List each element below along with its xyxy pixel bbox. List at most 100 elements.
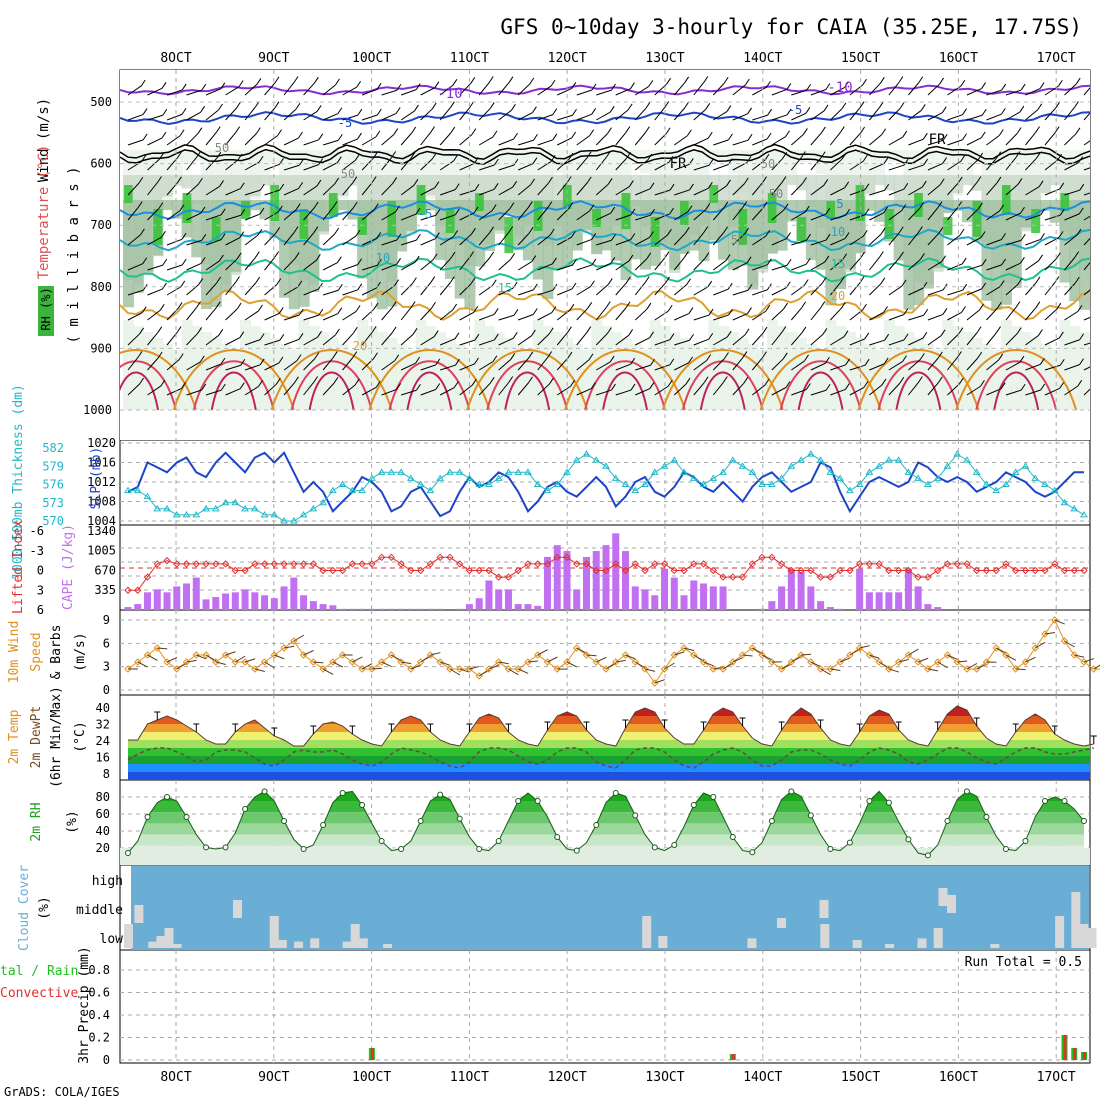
wind-barb-flag (237, 153, 243, 161)
wind-barb (868, 257, 880, 271)
wind-barb (1064, 133, 1077, 146)
wind-barb-flag (179, 129, 185, 137)
wind-barb-flag (181, 108, 187, 115)
lifted-index-marker (514, 566, 522, 575)
rh-shade (366, 200, 378, 299)
wind-barb (674, 339, 690, 346)
wind-barb (127, 182, 140, 196)
wind10-marker (709, 665, 718, 673)
wind-barb (888, 361, 903, 371)
wind-barb-flag (781, 176, 787, 183)
wind-barb (537, 114, 553, 121)
wind-barb-flag (474, 357, 479, 365)
wind-barb-flag (572, 258, 577, 266)
rh-tick: 80 (96, 790, 110, 804)
wind10-marker (631, 658, 639, 666)
rh-high-shade (709, 185, 719, 203)
thickness-marker (319, 498, 327, 506)
wind-barb (732, 233, 745, 246)
rh-low-shade (1079, 332, 1090, 410)
wind-barb (888, 210, 903, 221)
wind-barb-flag (644, 126, 650, 133)
wind-barb-flag (937, 376, 943, 384)
wind-barb-flag (259, 333, 265, 340)
wind-barb (693, 258, 706, 271)
wind10-barb (781, 663, 792, 670)
wind-barb-flag (821, 277, 827, 284)
wind-barb-flag (647, 153, 653, 161)
wind10-marker (914, 658, 922, 666)
wind-barb-flag (1016, 327, 1022, 334)
wind-barb (732, 139, 749, 146)
rh-shade (961, 200, 973, 223)
wind-barb-flag (371, 176, 377, 183)
wind-barb-flag (375, 381, 381, 388)
wind-barb (596, 111, 611, 121)
wind-barb (595, 361, 611, 371)
rh-high-shade (767, 193, 777, 223)
wind-barb (713, 164, 729, 171)
wind10-barb (303, 650, 314, 656)
rh-low-shade (737, 338, 749, 410)
wind-barb-flag (884, 183, 890, 191)
lifted-index-marker (241, 566, 249, 575)
wind-barb-flag (452, 303, 458, 311)
wind-barb (361, 287, 377, 296)
rh-tick: 20 (96, 841, 110, 855)
contour-label: 50 (731, 233, 745, 247)
wind-barb-flag (434, 232, 440, 239)
rh-low-shade (669, 332, 681, 410)
wind-barb-flag (611, 233, 616, 241)
wind-barb (517, 184, 531, 196)
lifted-index-marker (992, 566, 1000, 575)
wind-barb (225, 188, 241, 196)
wind-barb (283, 314, 300, 321)
wind-barb-flag (473, 206, 479, 214)
rh-marker (261, 788, 268, 795)
wind-barb (381, 239, 397, 246)
wind-barb-flag (708, 308, 714, 316)
wind-barb-flag (781, 326, 787, 333)
temp-tick: 24 (96, 734, 110, 748)
rh-shade (718, 175, 730, 207)
wind-barb-flag (142, 257, 148, 265)
cape-bar (212, 597, 220, 610)
thickness-tick: 579 (42, 459, 64, 473)
wind-barb-flag (820, 151, 826, 159)
wind-barb (927, 112, 943, 121)
thickness-marker (143, 492, 152, 500)
wind-barb (147, 264, 163, 271)
cape-bar (875, 592, 883, 610)
wind-barb (927, 357, 939, 371)
wind-barb-flag (355, 305, 361, 312)
bottom-time-tick: 11OCT (450, 1070, 489, 1085)
wind-barb (537, 289, 554, 296)
precip-axis-titles: tal / Rain Convective 3hr Precip (mm) (0, 946, 92, 1063)
wind-barb (752, 86, 767, 96)
wind-barb-flag (529, 77, 535, 85)
wind-barb-flag (139, 327, 144, 335)
wind10-barb (332, 661, 344, 668)
wind-barb (986, 388, 1002, 396)
temp-tick: 8 (103, 767, 110, 781)
wind-barb (654, 257, 666, 271)
thickness-marker (855, 480, 864, 487)
cloud-low-bar (1055, 916, 1065, 948)
top-time-tick: 12OCT (548, 51, 587, 66)
wind-barb (732, 183, 745, 196)
wind-barb-flag (860, 126, 865, 134)
wind-barb (518, 139, 534, 146)
lifted-index-marker (192, 560, 200, 568)
thickness-marker (504, 468, 513, 475)
wind-barb-flag (395, 107, 401, 114)
wind-barb (264, 339, 281, 346)
wind-barb (1044, 337, 1060, 346)
wind-barb-flag (510, 353, 516, 360)
wind-barb-flag (1000, 107, 1006, 115)
rh-marker (1081, 818, 1087, 824)
rh-marker (1041, 798, 1048, 804)
wind-barb (557, 264, 573, 271)
rh-high-shade (943, 217, 953, 235)
contour-bl-loop (895, 371, 942, 411)
lifted-index-marker (816, 573, 825, 581)
